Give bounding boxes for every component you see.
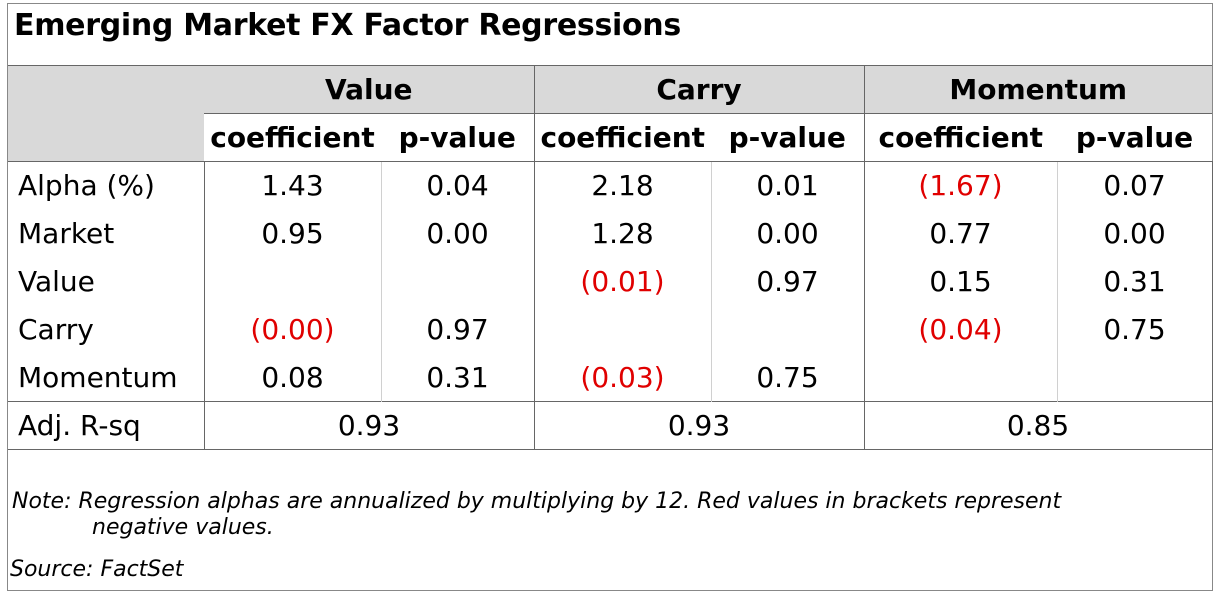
group-header-momentum: Momentum <box>863 65 1213 114</box>
coefficient-cell: (0.04) <box>863 305 1057 354</box>
regression-table: Value Carry Momentum coefficient p-value… <box>8 65 1213 450</box>
p-value-cell: 0.31 <box>380 353 534 402</box>
subheader-coefficient: coefficient <box>533 113 711 162</box>
row-label: Value <box>18 265 95 298</box>
adj-r-sq-value-carry: 0.93 <box>533 401 864 450</box>
table-row: Momentum 0.08 0.31 (0.03) 0.75 <box>8 353 1213 402</box>
coefficient-cell <box>863 353 1057 402</box>
group-header-value: Value <box>204 65 534 114</box>
table-frame <box>7 3 1213 591</box>
table-body: Alpha (%) 1.43 0.04 2.18 0.01 (1.67) 0.07 Marke… <box>8 161 1213 402</box>
coefficient-cell: 2.18 <box>533 161 711 210</box>
adj-r-sq-value-value: 0.93 <box>203 401 534 450</box>
p-value-cell: 0.00 <box>380 209 534 258</box>
row-label: Alpha (%) <box>8 161 204 210</box>
adj-r-sq-value-momentum: 0.85 <box>863 401 1213 450</box>
coefficient-cell: (1.67) <box>863 161 1057 210</box>
sub-header-row: coefficient p-value coefficient p-value … <box>8 113 1213 162</box>
p-value-cell: 0.00 <box>710 209 864 258</box>
coefficient-cell: 0.77 <box>863 209 1057 258</box>
coefficient-cell: 1.28 <box>533 209 711 258</box>
group-header-carry: Carry <box>533 65 864 114</box>
table-row: Alpha (%) 1.43 0.04 2.18 0.01 (1.67) 0.07 <box>8 161 1213 210</box>
footnote-line-1: Note: Regression alphas are annualized b… <box>12 489 1062 514</box>
subheader-p-value: p-value <box>1057 113 1213 162</box>
coefficient-cell: 0.15 <box>863 257 1057 306</box>
subheader-coefficient: coefficient <box>863 113 1057 162</box>
p-value-cell: 0.00 <box>1056 209 1213 258</box>
p-value-cell: 0.75 <box>710 353 864 402</box>
p-value-cell: 0.31 <box>1056 257 1213 306</box>
row-label: Carry <box>18 313 94 346</box>
coefficient-cell: (0.00) <box>203 305 381 354</box>
coefficient-cell: 0.95 <box>203 209 381 258</box>
p-value-cell: 0.04 <box>380 161 534 210</box>
p-value-cell <box>1056 353 1213 402</box>
source-note: Source: FactSet <box>10 557 184 582</box>
p-value-cell: 0.75 <box>1056 305 1213 354</box>
coefficient-cell: 0.08 <box>203 353 381 402</box>
coefficient-cell <box>533 305 711 354</box>
subheader-p-value: p-value <box>381 113 534 162</box>
subheader-p-value: p-value <box>711 113 864 162</box>
adj-r-sq-row: Adj. R-sq 0.93 0.93 0.85 <box>8 401 1213 450</box>
header-empty-cell <box>8 113 204 162</box>
subheader-coefficient: coefficient <box>204 113 381 162</box>
table-row: Carry (0.00) 0.97 (0.04) 0.75 <box>8 305 1213 354</box>
p-value-cell <box>380 257 534 306</box>
header-empty-cell <box>8 65 204 114</box>
p-value-cell <box>710 305 864 354</box>
p-value-cell: 0.97 <box>380 305 534 354</box>
table-row: Value (0.01) 0.97 0.15 0.31 <box>8 257 1213 306</box>
footnote-line-2: negative values. <box>92 515 274 540</box>
row-label: Adj. R-sq <box>8 401 204 450</box>
coefficient-cell: (0.01) <box>533 257 711 306</box>
coefficient-cell: (0.03) <box>533 353 711 402</box>
table-row: Market 0.95 0.00 1.28 0.00 0.77 0.00 <box>8 209 1213 258</box>
group-header-row: Value Carry Momentum <box>8 65 1213 114</box>
row-label: Momentum <box>18 360 178 394</box>
coefficient-cell: 1.43 <box>203 161 381 210</box>
p-value-cell: 0.97 <box>710 257 864 306</box>
p-value-cell: 0.01 <box>710 161 864 210</box>
row-label: Market <box>18 217 115 250</box>
footnote: Note: Regression alphas are annualized b… <box>12 489 1202 541</box>
coefficient-cell <box>203 257 381 306</box>
page-title: Emerging Market FX Factor Regressions <box>14 8 681 43</box>
p-value-cell: 0.07 <box>1056 161 1213 210</box>
